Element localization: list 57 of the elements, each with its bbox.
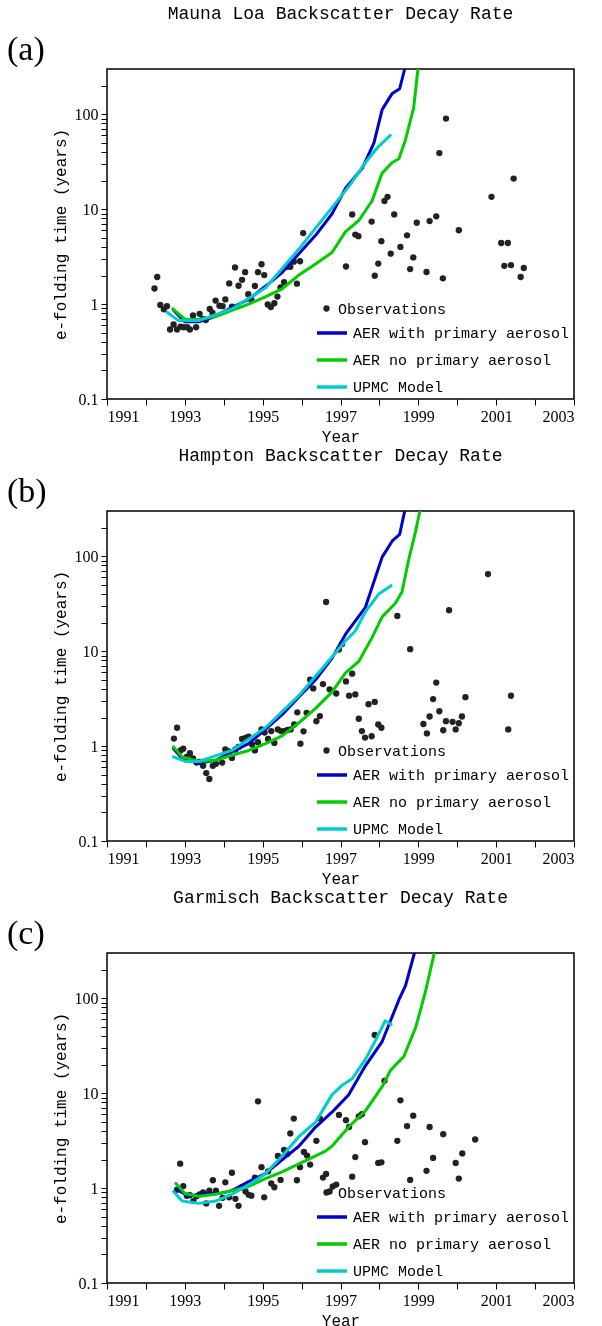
legend-label: AER with primary aerosol	[353, 326, 570, 343]
y-axis-title: e-folding time (years)	[52, 1012, 71, 1225]
x-tick-label: 1997	[325, 849, 357, 867]
x-tick-label: 1991	[107, 849, 140, 867]
legend-label: AER with primary aerosol	[353, 1210, 570, 1227]
x-tick-label: 1999	[402, 1291, 435, 1309]
x-axis-title: Year	[321, 1312, 361, 1326]
y-tick-label: 1	[90, 1179, 99, 1197]
x-tick-label: 2001	[480, 849, 513, 867]
y-tick-label: 0.1	[78, 390, 99, 408]
y-tick-label: 100	[74, 989, 99, 1007]
x-tick-label: 2003	[542, 407, 575, 425]
x-tick-label: 1995	[247, 849, 280, 867]
x-tick-label: 1995	[247, 407, 280, 425]
y-tick-label: 1	[90, 295, 99, 313]
chart-title: Garmisch Backscatter Decay Rate	[173, 888, 508, 908]
y-axis-title: e-folding time (years)	[52, 570, 71, 783]
y-axis-title: e-folding time (years)	[52, 128, 71, 341]
x-axis-title: Year	[321, 428, 361, 447]
x-tick-label: 1995	[247, 1291, 280, 1309]
legend-label: AER no primary aerosol	[353, 1237, 552, 1254]
y-tick-label: 100	[74, 105, 99, 123]
x-tick-label: 1993	[169, 849, 202, 867]
legend-label: UPMC Model	[353, 380, 444, 397]
chart-title: Mauna Loa Backscatter Decay Rate	[167, 4, 514, 24]
y-tick-label: 10	[82, 200, 99, 218]
x-tick-label: 2003	[542, 849, 575, 867]
x-tick-label: 2001	[480, 407, 513, 425]
legend-label: UPMC Model	[353, 1264, 444, 1281]
text: (c)	[7, 914, 45, 952]
legend-label: Observations	[338, 301, 447, 319]
x-tick-label: 2001	[480, 1291, 513, 1309]
legend-label: AER no primary aerosol	[353, 353, 552, 370]
text: (b)	[7, 472, 47, 510]
x-tick-label: 1999	[402, 407, 435, 425]
x-tick-label: 1997	[325, 1291, 357, 1309]
x-tick-label: 1991	[107, 407, 140, 425]
legend-label: UPMC Model	[353, 822, 444, 839]
legend-label: Observations	[338, 1185, 447, 1203]
x-tick-label: 2003	[542, 1291, 575, 1309]
y-tick-label: 1	[90, 737, 99, 755]
legend-label: AER no primary aerosol	[353, 795, 552, 812]
y-tick-label: 0.1	[78, 832, 99, 850]
x-axis-title: Year	[321, 870, 361, 889]
legend-label: AER with primary aerosol	[353, 768, 570, 785]
legend-label: Observations	[338, 743, 447, 761]
x-tick-label: 1993	[169, 1291, 202, 1309]
x-tick-label: 1991	[107, 1291, 140, 1309]
text: (a)	[7, 30, 45, 68]
y-tick-label: 10	[82, 1084, 99, 1102]
x-tick-label: 1993	[169, 407, 202, 425]
y-tick-label: 100	[74, 547, 99, 565]
x-tick-label: 1999	[402, 849, 435, 867]
y-tick-label: 10	[82, 642, 99, 660]
y-tick-label: 0.1	[78, 1274, 99, 1292]
chart-title: Hampton Backscatter Decay Rate	[178, 446, 503, 466]
x-tick-label: 1997	[325, 407, 357, 425]
